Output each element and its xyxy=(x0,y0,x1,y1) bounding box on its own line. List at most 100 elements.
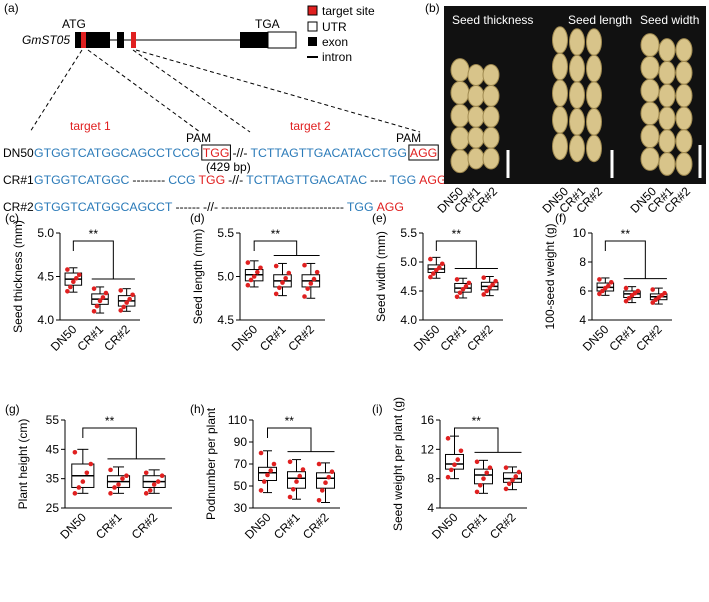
seed xyxy=(675,152,693,176)
data-point xyxy=(319,488,325,493)
data-point xyxy=(428,274,433,280)
data-point xyxy=(283,275,288,281)
data-point xyxy=(487,465,493,470)
data-point xyxy=(273,263,279,269)
sequence-segment: CCG xyxy=(168,173,195,187)
seed xyxy=(586,28,602,56)
panel-label: (c) xyxy=(5,211,19,225)
sequence-segment: AGG xyxy=(377,200,404,214)
x-tick-label: CR#2 xyxy=(101,322,133,354)
seed xyxy=(640,55,660,80)
data-point xyxy=(650,287,656,292)
data-point xyxy=(65,267,70,272)
x-tick-label: CR#1 xyxy=(93,510,125,542)
data-point xyxy=(308,281,314,286)
x-tick-label: CR#1 xyxy=(271,510,303,542)
seed xyxy=(640,33,660,57)
data-point xyxy=(302,262,307,268)
seed xyxy=(482,84,500,107)
significance-bracket xyxy=(454,427,522,453)
data-point xyxy=(127,296,132,302)
seed xyxy=(640,147,660,171)
seed xyxy=(569,134,585,163)
data-point xyxy=(120,476,125,481)
seed xyxy=(569,108,585,136)
sequence-segment: ------------------------------ xyxy=(221,200,344,214)
data-point xyxy=(245,282,251,288)
seed xyxy=(658,38,676,62)
data-point xyxy=(600,288,605,294)
data-point xyxy=(493,278,498,284)
sequence-segment: TGG xyxy=(199,173,226,187)
sequence-segment: TCTTAGTTGACATACCTGG xyxy=(250,146,406,160)
seed xyxy=(467,147,485,170)
guide-line xyxy=(29,49,83,133)
significance-label: ** xyxy=(472,414,482,428)
y-tick-label: 110 xyxy=(228,413,247,427)
sequence-segment: ---- xyxy=(370,173,386,187)
seed xyxy=(450,126,470,151)
x-tick-label: CR#1 xyxy=(438,322,470,354)
data-point xyxy=(258,450,264,456)
pam-box xyxy=(408,144,439,161)
panel-label: (e) xyxy=(372,211,387,225)
seed xyxy=(658,83,676,108)
seed xyxy=(658,106,676,131)
data-point xyxy=(457,290,463,296)
data-point xyxy=(474,459,480,465)
data-point xyxy=(277,285,282,291)
data-point xyxy=(650,300,656,305)
significance-label: ** xyxy=(452,227,462,241)
data-point xyxy=(326,474,332,480)
panel-label: (a) xyxy=(4,1,19,15)
y-tick-label: 5.5 xyxy=(400,226,417,240)
legend-swatch xyxy=(308,37,317,46)
seed xyxy=(675,106,693,131)
data-point xyxy=(155,479,161,484)
seed xyxy=(658,129,676,154)
pam-box xyxy=(201,144,231,161)
x-tick-label: CR#2 xyxy=(464,322,496,354)
significance-label: ** xyxy=(271,227,281,241)
y-tick-label: 4.0 xyxy=(37,313,54,327)
y-tick-label: 4 xyxy=(579,313,586,327)
seed xyxy=(675,129,693,154)
data-point xyxy=(124,473,129,479)
seed xyxy=(640,101,660,126)
legend-label: target site xyxy=(322,4,375,18)
data-point xyxy=(68,284,73,290)
data-point xyxy=(143,470,149,476)
data-point xyxy=(460,286,466,292)
significance-bracket xyxy=(435,240,498,269)
y-tick-label: 4.5 xyxy=(400,284,417,298)
data-point xyxy=(103,290,109,296)
row-label: CR#2 xyxy=(3,200,34,214)
seed xyxy=(482,147,500,170)
legend-label: intron xyxy=(322,50,352,64)
data-point xyxy=(118,288,124,293)
y-axis-label: Seed width (mm) xyxy=(374,231,388,322)
data-point xyxy=(477,482,483,488)
y-axis-label: Seed weight per plant (g) xyxy=(391,397,405,531)
y-tick-label: 35 xyxy=(46,472,60,486)
y-tick-label: 50 xyxy=(234,479,248,493)
data-point xyxy=(286,270,292,276)
y-tick-label: 5.0 xyxy=(37,226,54,240)
data-point xyxy=(261,479,267,484)
data-point xyxy=(606,283,611,289)
data-point xyxy=(311,276,317,282)
seed xyxy=(467,84,485,107)
data-point xyxy=(448,467,454,473)
x-tick-label: CR#2 xyxy=(129,510,161,542)
y-axis-label: Podnumber per plant xyxy=(204,407,218,520)
significance-bracket xyxy=(82,427,166,460)
data-point xyxy=(280,280,285,285)
data-point xyxy=(428,256,433,262)
data-point xyxy=(463,284,469,289)
data-point xyxy=(626,295,632,301)
data-point xyxy=(439,261,445,267)
seed xyxy=(569,28,585,56)
x-tick-label: CR#2 xyxy=(300,510,332,542)
data-point xyxy=(300,467,306,472)
